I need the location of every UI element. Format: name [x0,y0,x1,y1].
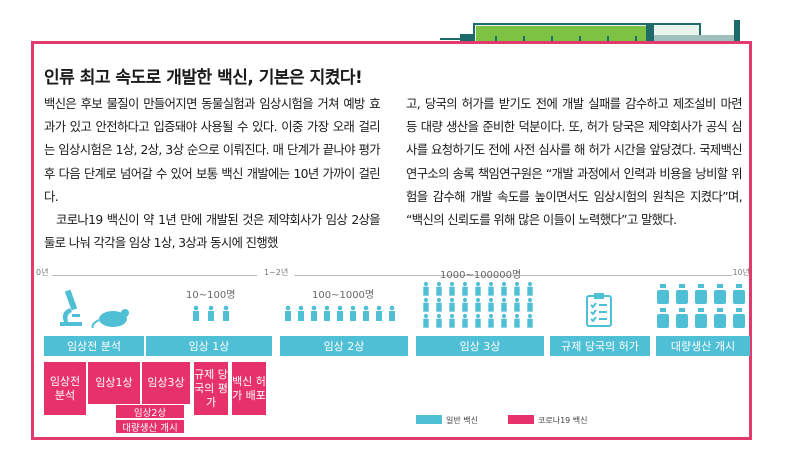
person-icon [475,297,481,312]
vial-icon [657,284,745,328]
person-icon [475,281,481,296]
paragraph: 코로나19 백신이 약 1년 만에 개발된 것은 제약회사가 임상 2상을 둘로… [44,213,381,251]
general-stage-phase1: 임상 1상 [146,336,272,356]
covid-stage-regulatory-review: 규제 당국의 평가 [194,362,228,415]
timeline-end-label: 10년 [732,268,750,277]
participant-count: 1000~100000명 [440,270,522,281]
legend-label-covid: 코로나19 백신 [538,416,588,425]
person-icon [311,305,317,321]
person-icon [462,313,468,328]
person-icon [527,313,533,328]
general-stage-mass-production: 대량생산 개시 [656,336,750,356]
person-icon [488,297,494,312]
vial-icon [657,308,669,328]
timeline-start-label: 0년 [36,268,49,277]
person-icon [193,305,199,321]
person-icon [324,305,330,321]
general-stage-phase2: 임상 2상 [280,336,408,356]
person-icon [462,281,468,296]
person-icon [514,281,520,296]
person-icon [514,297,520,312]
timeline-rule [52,275,257,276]
person-icon [423,297,429,312]
person-icon [501,313,507,328]
vial-icon [714,308,726,328]
person-icon [514,313,520,328]
person-icon [423,313,429,328]
person-icon [337,305,343,321]
vial-icon [695,308,707,328]
vial-icon [714,284,726,304]
covid-stage-phase2: 임상2상 [116,405,184,419]
body-column-left: 백신은 후보 물질이 만들어지면 동물실험과 임상시험을 거쳐 예방 효과가 있… [44,93,381,255]
legend-swatch-general [416,415,442,424]
checklist-icon [586,293,612,327]
person-icon [436,281,442,296]
vial-icon [657,284,669,304]
person-icon [298,305,304,321]
vial-icon [695,284,707,304]
covid-stage-approval: 백신 허가 배포 [232,362,266,415]
vial-icon [733,284,745,304]
person-icon [501,281,507,296]
general-stage-preclinical: 임상전 분석 [44,336,144,356]
microscope-icon [60,289,82,326]
person-icon [501,297,507,312]
vial-icon [733,308,745,328]
person-icon [436,313,442,328]
body-column-right: 고, 당국의 허가를 받기도 전에 개발 실패를 감수하고 제조설비 마련 등 … [406,93,743,232]
person-icon [363,305,369,321]
covid-stage-preclinical: 임상전 분석 [44,362,86,415]
person-icon [462,297,468,312]
paragraph: 고, 당국의 허가를 받기도 전에 개발 실패를 감수하고 제조설비 마련 등 … [406,97,743,228]
person-icon [449,297,455,312]
timeline-rule [294,275,732,276]
vial-icon [676,284,688,304]
mouse-icon [91,309,129,328]
participant-count: 100~1000명 [312,290,375,301]
person-icon [488,281,494,296]
person-icon [449,281,455,296]
person-icon [449,313,455,328]
person-icon [376,305,382,321]
vial-icon [676,308,688,328]
article-title: 인류 최고 속도로 개발한 백신, 기본은 지켰다! [44,68,363,88]
person-icon [527,281,533,296]
person-icon [488,313,494,328]
person-icon [223,305,229,321]
covid-stage-phase1: 임상1상 [88,362,140,404]
person-icon [285,305,291,321]
person-icon [350,305,356,321]
participant-count: 10~100명 [186,290,236,301]
covid-stage-mass-production: 대량생산 개시 [116,420,184,434]
person-icon [475,313,481,328]
covid-stage-phase3: 임상3상 [142,362,190,404]
legend-swatch-covid [508,415,534,424]
timeline-mid-label: 1~2년 [264,268,289,277]
people-icon [193,281,533,328]
vaccine-timeline: 0년 1~2년 10년 10~100명 100~1000명 1000~10000… [36,268,750,438]
paragraph: 백신은 후보 물질이 만들어지면 동물실험과 임상시험을 거쳐 예방 효과가 있… [44,97,381,204]
legend-label-general: 일반 백신 [446,416,478,425]
person-icon [208,305,214,321]
person-icon [423,281,429,296]
person-icon [527,297,533,312]
person-icon [389,305,395,321]
general-stage-phase3: 임상 3상 [416,336,544,356]
general-stage-approval: 규제 당국의 허가 [550,336,650,356]
person-icon [436,297,442,312]
